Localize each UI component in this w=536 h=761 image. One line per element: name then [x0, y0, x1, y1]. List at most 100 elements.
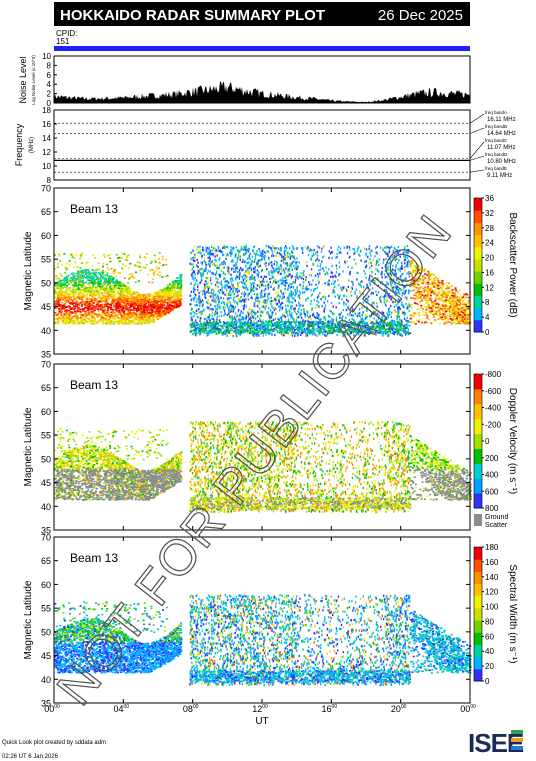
scatter-cell	[94, 257, 97, 259]
scatter-cell	[311, 255, 313, 258]
scatter-cell	[88, 298, 91, 300]
scatter-cell	[284, 304, 287, 307]
scatter-cell	[119, 292, 121, 295]
scatter-cell	[144, 299, 146, 301]
scatter-cell	[215, 300, 217, 303]
scatter-cell	[259, 264, 261, 267]
scatter-cell	[107, 275, 110, 278]
scatter-cell	[122, 311, 125, 313]
scatter-cell	[257, 320, 260, 323]
scatter-cell	[154, 270, 157, 273]
scatter-cell	[268, 292, 270, 295]
scatter-cell	[94, 318, 96, 321]
scatter-cell	[96, 321, 99, 323]
scatter-cell	[55, 318, 58, 320]
scatter-cell	[309, 315, 311, 318]
scatter-cell	[57, 320, 60, 323]
scatter-cell	[60, 308, 63, 311]
scatter-cell	[238, 253, 240, 256]
scatter-cell	[96, 276, 99, 278]
scatter-cell	[158, 267, 160, 270]
scatter-cell	[199, 317, 202, 320]
scatter-cell	[274, 317, 277, 321]
scatter-cell	[156, 313, 159, 316]
scatter-cell	[132, 304, 135, 307]
scatter-cell	[179, 298, 182, 300]
scatter-cell	[74, 261, 77, 264]
scatter-cell	[285, 278, 288, 282]
scatter-cell	[103, 275, 106, 277]
scatter-cell	[101, 273, 104, 275]
scatter-cell	[172, 307, 174, 309]
scatter-cell	[266, 301, 268, 304]
scatter-cell	[157, 305, 160, 308]
scatter-cell	[57, 313, 60, 315]
scatter-cell	[73, 315, 76, 318]
scatter-cell	[248, 308, 250, 311]
scatter-cell	[338, 284, 340, 287]
scatter-cell	[161, 301, 164, 303]
scatter-cell	[137, 280, 140, 282]
scatter-cell	[88, 282, 91, 284]
scatter-cell	[109, 316, 112, 319]
frequency-tick-label: 18	[42, 106, 51, 115]
scatter-cell	[337, 248, 339, 251]
scatter-cell	[71, 256, 74, 259]
scatter-cell	[346, 245, 348, 248]
scatter-cell	[110, 281, 112, 283]
scatter-cell	[79, 272, 82, 275]
scatter-cell	[92, 314, 95, 316]
frequency-band-connector	[469, 169, 485, 173]
scatter-cell	[98, 294, 101, 297]
scatter-cell	[148, 294, 151, 296]
frequency-tick-label: 8	[47, 176, 52, 185]
scatter-cell	[298, 301, 300, 304]
scatter-cell	[129, 262, 132, 265]
scatter-cell	[113, 295, 116, 298]
scatter-cell	[68, 296, 71, 298]
scatter-cell	[324, 273, 326, 276]
scatter-cell	[145, 264, 148, 266]
scatter-cell	[77, 321, 80, 323]
scatter-cell	[245, 265, 247, 268]
scatter-cell	[192, 310, 194, 313]
scatter-cell	[262, 334, 265, 337]
scatter-cell	[106, 302, 109, 305]
scatter-cell	[316, 245, 319, 248]
scatter-cell	[65, 262, 68, 265]
scatter-cell	[107, 291, 110, 294]
scatter-cell	[112, 312, 115, 314]
scatter-cell	[238, 289, 240, 292]
scatter-cell	[301, 275, 304, 278]
scatter-cell	[225, 288, 228, 291]
scatter-cell	[156, 291, 159, 293]
scatter-cell	[81, 316, 84, 318]
scatter-cell	[162, 314, 164, 317]
scatter-cell	[80, 305, 83, 307]
frequency-band-value: 14.64 MHz	[487, 131, 516, 137]
scatter-cell	[270, 277, 272, 280]
scatter-cell	[225, 294, 228, 297]
scatter-cell	[335, 271, 338, 274]
scatter-cell	[241, 298, 244, 301]
noise-ylabel-sub: Log Noise Level (x 10^3)	[31, 55, 36, 105]
scatter-cell	[113, 300, 116, 302]
scatter-cell	[91, 279, 93, 281]
scatter-cell	[128, 295, 131, 298]
scatter-cell	[177, 279, 180, 282]
scatter-cell	[257, 302, 259, 305]
scatter-cell	[179, 301, 182, 304]
header-bar	[54, 2, 470, 26]
scatter-cell	[213, 247, 215, 250]
scatter-cell	[106, 301, 109, 303]
scatter-cell	[286, 262, 288, 265]
scatter-cell	[97, 315, 99, 318]
scatter-cell	[275, 312, 277, 315]
scatter-cell	[57, 302, 60, 304]
scatter-cell	[58, 316, 61, 318]
scatter-cell	[139, 310, 142, 313]
scatter-cell	[74, 285, 76, 287]
scatter-cell	[140, 295, 143, 297]
scatter-cell	[171, 291, 174, 294]
scatter-cell	[197, 245, 199, 249]
